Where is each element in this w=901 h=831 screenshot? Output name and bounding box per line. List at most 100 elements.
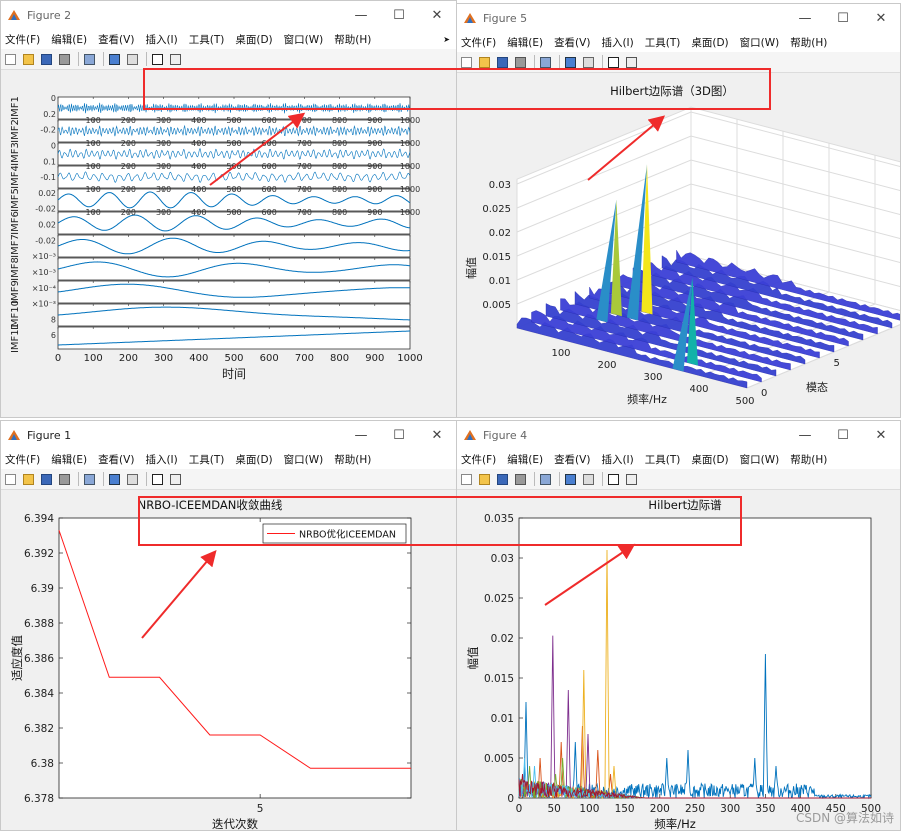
spectrum-ylabel: 幅值 [466,646,480,669]
figure5-menubar: 文件(F) 编辑(E) 查看(V) 插入(I) 工具(T) 桌面(D) 窗口(W… [457,32,900,52]
maximize-button[interactable]: ☐ [837,10,849,26]
save-icon[interactable] [39,52,54,67]
figure2-titlebar[interactable]: Figure 2 — ☐ ✕ [1,1,456,29]
legend-icon[interactable] [581,55,596,70]
link-plot-icon[interactable] [82,472,97,487]
menu-file[interactable]: 文件(F) [461,36,497,49]
maximize-button[interactable]: ☐ [393,427,405,443]
imf-overlap-tick: 1000 [400,116,420,125]
link-plot-icon[interactable] [82,52,97,67]
pointer-icon[interactable] [606,55,621,70]
link-plot-icon[interactable] [538,472,553,487]
print-icon[interactable] [57,52,72,67]
figure2-window[interactable]: Figure 2 — ☐ ✕ 文件(F) 编辑(E) 查看(V) 插入(I) 工具(… [0,0,457,418]
menu-help[interactable]: 帮助(H) [334,453,372,466]
menu-edit[interactable]: 编辑(E) [51,453,88,466]
minimize-button[interactable]: — [354,427,368,443]
property-icon[interactable] [168,472,183,487]
close-button[interactable]: ✕ [875,10,887,26]
menu-insert[interactable]: 插入(I) [145,33,178,46]
property-icon[interactable] [624,55,639,70]
maximize-button[interactable]: ☐ [393,7,405,23]
link-plot-icon[interactable] [538,55,553,70]
legend-icon[interactable] [125,52,140,67]
print-icon[interactable] [513,472,528,487]
figure4-window[interactable]: Figure 4 — ☐ ✕ 文件(F) 编辑(E) 查看(V) 插入(I) 工具(… [456,420,901,831]
plot3d-xlabel: 频率/Hz [627,392,667,406]
figure1-window[interactable]: Figure 1 — ☐ ✕ 文件(F) 编辑(E) 查看(V) 插入(I) 工具(… [0,420,457,831]
menu-insert[interactable]: 插入(I) [145,453,178,466]
menu-edit[interactable]: 编辑(E) [507,453,544,466]
minimize-button[interactable]: — [798,10,812,26]
minimize-button[interactable]: — [354,7,368,23]
menu-desktop[interactable]: 桌面(D) [691,36,729,49]
menu-help[interactable]: 帮助(H) [334,33,372,46]
menu-tools[interactable]: 工具(T) [644,453,681,466]
menu-view[interactable]: 查看(V) [98,33,135,46]
menu-desktop[interactable]: 桌面(D) [235,453,273,466]
imf-overlap-tick: 200 [121,139,136,148]
figure1-titlebar[interactable]: Figure 1 — ☐ ✕ [1,421,456,449]
new-icon[interactable] [459,472,474,487]
minimize-button[interactable]: — [798,427,812,443]
property-icon[interactable] [168,52,183,67]
menu-edit[interactable]: 编辑(E) [507,36,544,49]
menu-window[interactable]: 窗口(W) [739,36,780,49]
menu-view[interactable]: 查看(V) [554,36,591,49]
menu-window[interactable]: 窗口(W) [283,453,324,466]
colorbar-icon[interactable] [107,52,122,67]
menu-file[interactable]: 文件(F) [461,453,497,466]
pointer-icon[interactable] [150,52,165,67]
save-icon[interactable] [39,472,54,487]
new-icon[interactable] [3,52,18,67]
menu-desktop[interactable]: 桌面(D) [691,453,729,466]
property-icon[interactable] [624,472,639,487]
menu-window[interactable]: 窗口(W) [739,453,780,466]
open-icon[interactable] [477,55,492,70]
figure5-titlebar[interactable]: Figure 5 — ☐ ✕ [457,4,900,32]
menu-tools[interactable]: 工具(T) [188,453,225,466]
menu-view[interactable]: 查看(V) [554,453,591,466]
open-icon[interactable] [21,472,36,487]
menu-insert[interactable]: 插入(I) [601,36,634,49]
save-icon[interactable] [495,472,510,487]
colorbar-icon[interactable] [563,472,578,487]
toolbar-separator [78,472,79,486]
new-icon[interactable] [459,55,474,70]
open-icon[interactable] [21,52,36,67]
legend-icon[interactable] [125,472,140,487]
menu-help[interactable]: 帮助(H) [790,453,828,466]
imf-label-6: IMF6 [10,211,21,235]
menu-file[interactable]: 文件(F) [5,33,41,46]
save-icon[interactable] [495,55,510,70]
menu-view[interactable]: 查看(V) [98,453,135,466]
surface-peak-3 [686,277,699,366]
ytick-6.384: 6.384 [24,688,54,700]
print-icon[interactable] [513,55,528,70]
new-icon[interactable] [3,472,18,487]
menu-edit[interactable]: 编辑(E) [51,33,88,46]
menu-insert[interactable]: 插入(I) [601,453,634,466]
figure4-titlebar[interactable]: Figure 4 — ☐ ✕ [457,421,900,449]
close-button[interactable]: ✕ [431,427,443,443]
pointer-icon[interactable] [150,472,165,487]
open-icon[interactable] [477,472,492,487]
close-button[interactable]: ✕ [875,427,887,443]
imf-overlap-tick: 1000 [400,185,420,194]
colorbar-icon[interactable] [563,55,578,70]
imf-signal-1 [57,102,411,114]
pointer-icon[interactable] [606,472,621,487]
maximize-button[interactable]: ☐ [837,427,849,443]
menu-tools[interactable]: 工具(T) [188,33,225,46]
figure5-window[interactable]: Figure 5 — ☐ ✕ 文件(F) 编辑(E) 查看(V) 插入(I) 工具(… [456,3,901,418]
legend-icon[interactable] [581,472,596,487]
menu-help[interactable]: 帮助(H) [790,36,828,49]
menu-tools[interactable]: 工具(T) [644,36,681,49]
menu-window[interactable]: 窗口(W) [283,33,324,46]
menu-desktop[interactable]: 桌面(D) [235,33,273,46]
menu-file[interactable]: 文件(F) [5,453,41,466]
close-button[interactable]: ✕ [431,7,443,23]
print-icon[interactable] [57,472,72,487]
colorbar-icon[interactable] [107,472,122,487]
menu-overflow-icon[interactable]: ➤ [443,34,450,44]
